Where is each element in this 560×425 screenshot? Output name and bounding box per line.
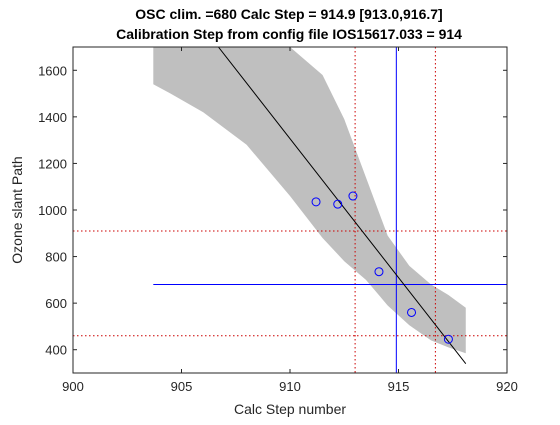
data-point-0 [311,197,321,207]
y-tick-label-5: 1400 [38,110,67,125]
x-tick-label-1: 905 [171,379,193,394]
x-axis-label: Calc Step number [234,401,346,417]
x-tick-label-2: 910 [279,379,301,394]
chart-title-line-2: Calibration Step from config file IOS156… [116,26,462,42]
y-axis-label: Ozone slant Path [9,156,25,263]
x-tick-label-4: 920 [496,379,518,394]
chart-title-line-1: OSC clim. =680 Calc Step = 914.9 [913.0,… [135,6,442,22]
confidence-band [153,47,466,354]
y-tick-label-3: 1000 [38,203,67,218]
data-point-2 [348,191,358,201]
y-tick-label-0: 400 [45,343,67,358]
y-tick-label-1: 600 [45,296,67,311]
y-tick-label-2: 800 [45,250,67,265]
y-tick-label-4: 1200 [38,156,67,171]
data-point-3 [374,267,384,277]
data-point-4 [407,307,417,317]
x-tick-label-0: 900 [62,379,84,394]
data-point-1 [333,199,343,209]
x-tick-label-3: 915 [388,379,410,394]
y-tick-label-6: 1600 [38,63,67,78]
data-point-5 [443,334,453,344]
